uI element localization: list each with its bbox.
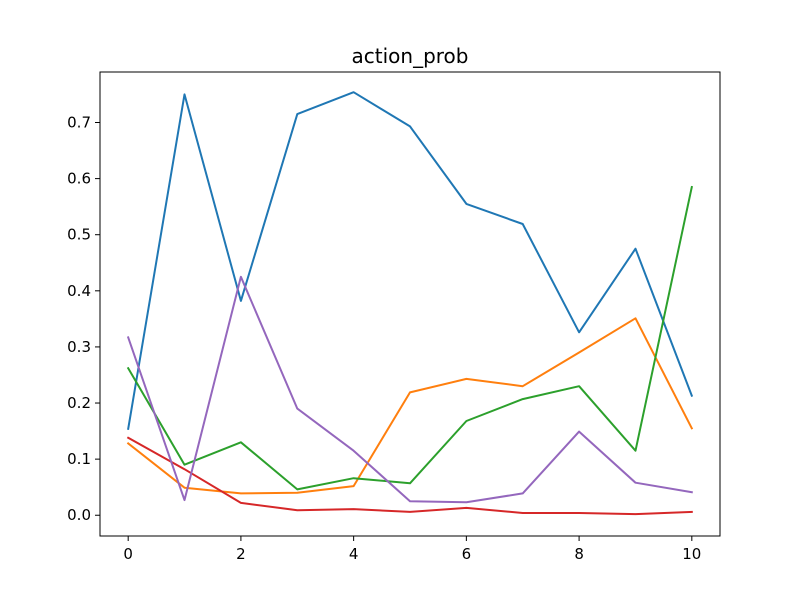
y-tick-label: 0.6 (67, 170, 91, 188)
y-tick-label: 0.4 (67, 282, 91, 300)
series-layer (126, 91, 694, 516)
x-tick-label: 6 (462, 545, 472, 563)
axes-frame (99, 71, 721, 537)
y-tick-label: 0.2 (67, 394, 91, 412)
x-tick-label: 8 (574, 545, 584, 563)
series-line-4 (126, 436, 693, 516)
series-line-2 (126, 317, 694, 495)
series-line-1 (127, 91, 694, 430)
x-tick-label: 2 (236, 545, 246, 563)
ticks-layer: 0 2 4 6 8 10 0.0 0.1 0.2 0.3 0.4 0.5 0.6 0.7 (67, 113, 701, 563)
series-line-3 (126, 185, 693, 491)
y-tick-label: 0.0 (67, 506, 91, 524)
y-tick-label: 0.5 (67, 226, 91, 244)
y-tick-label: 0.7 (67, 113, 91, 131)
x-tick-label: 0 (123, 545, 133, 563)
chart-title: action_prob (352, 44, 469, 68)
y-tick-label: 0.3 (67, 338, 91, 356)
x-tick-label: 10 (682, 545, 701, 563)
y-tick-label: 0.1 (67, 450, 91, 468)
series-line-5 (126, 275, 693, 504)
x-tick-label: 4 (349, 545, 359, 563)
